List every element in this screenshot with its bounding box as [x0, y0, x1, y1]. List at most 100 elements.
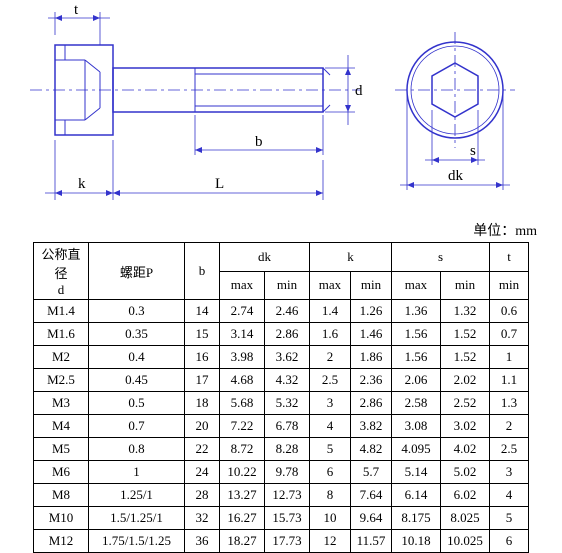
- header-s: s: [392, 243, 490, 272]
- cell-dk_min: 12.73: [265, 484, 310, 507]
- cell-s_min: 6.02: [441, 484, 490, 507]
- cell-t_min: 0.6: [490, 300, 529, 323]
- label-t: t: [74, 2, 79, 18]
- cell-s_max: 4.095: [392, 438, 441, 461]
- cell-k_max: 6: [310, 461, 351, 484]
- cell-d: M3: [34, 392, 89, 415]
- cell-s_min: 1.32: [441, 300, 490, 323]
- cell-s_min: 1.52: [441, 346, 490, 369]
- cell-s_max: 3.08: [392, 415, 441, 438]
- cell-dk_min: 9.78: [265, 461, 310, 484]
- cell-t_min: 2: [490, 415, 529, 438]
- cell-k_max: 3: [310, 392, 351, 415]
- cell-s_min: 3.02: [441, 415, 490, 438]
- table-row: M50.8228.728.2854.824.0954.022.5: [34, 438, 529, 461]
- cell-dk_min: 15.73: [265, 507, 310, 530]
- header-t-min: min: [490, 271, 529, 300]
- cell-k_max: 4: [310, 415, 351, 438]
- cell-d: M2: [34, 346, 89, 369]
- cell-t_min: 3: [490, 461, 529, 484]
- cell-b: 14: [185, 300, 220, 323]
- cell-P: 0.8: [89, 438, 185, 461]
- cell-d: M6: [34, 461, 89, 484]
- cell-dk_min: 5.32: [265, 392, 310, 415]
- cell-s_min: 1.52: [441, 323, 490, 346]
- cell-dk_max: 10.22: [220, 461, 265, 484]
- header-k-max: max: [310, 271, 351, 300]
- header-dk-max: max: [220, 271, 265, 300]
- table-row: M20.4163.983.6221.861.561.521: [34, 346, 529, 369]
- cell-k_min: 7.64: [351, 484, 392, 507]
- cell-dk_max: 3.98: [220, 346, 265, 369]
- cell-dk_max: 8.72: [220, 438, 265, 461]
- cell-s_max: 2.06: [392, 369, 441, 392]
- cell-t_min: 6: [490, 530, 529, 553]
- spec-table: 公称直径d 螺距P b dk k s t max min max min max…: [33, 242, 529, 553]
- cell-k_min: 11.57: [351, 530, 392, 553]
- cell-b: 28: [185, 484, 220, 507]
- cell-d: M5: [34, 438, 89, 461]
- table-row: M101.5/1.25/13216.2715.73109.648.1758.02…: [34, 507, 529, 530]
- cell-d: M1.4: [34, 300, 89, 323]
- header-s-min: min: [441, 271, 490, 300]
- table-row: M1.40.3142.742.461.41.261.361.320.6: [34, 300, 529, 323]
- cell-P: 0.7: [89, 415, 185, 438]
- cell-d: M4: [34, 415, 89, 438]
- cell-s_min: 8.025: [441, 507, 490, 530]
- cell-P: 1.5/1.25/1: [89, 507, 185, 530]
- cell-dk_min: 17.73: [265, 530, 310, 553]
- cell-k_min: 9.64: [351, 507, 392, 530]
- cell-dk_max: 18.27: [220, 530, 265, 553]
- cell-P: 1.75/1.5/1.25: [89, 530, 185, 553]
- cell-P: 0.35: [89, 323, 185, 346]
- cell-b: 36: [185, 530, 220, 553]
- header-s-max: max: [392, 271, 441, 300]
- cell-s_max: 8.175: [392, 507, 441, 530]
- cell-dk_min: 2.46: [265, 300, 310, 323]
- cell-k_min: 1.26: [351, 300, 392, 323]
- cell-dk_max: 2.74: [220, 300, 265, 323]
- cell-s_min: 4.02: [441, 438, 490, 461]
- table-row: M40.7207.226.7843.823.083.022: [34, 415, 529, 438]
- cell-b: 16: [185, 346, 220, 369]
- cell-s_min: 10.025: [441, 530, 490, 553]
- cell-dk_max: 3.14: [220, 323, 265, 346]
- cell-k_min: 2.36: [351, 369, 392, 392]
- cell-s_max: 1.36: [392, 300, 441, 323]
- table-row: M81.25/12813.2712.7387.646.146.024: [34, 484, 529, 507]
- label-dk: dk: [448, 168, 464, 184]
- cell-k_max: 2: [310, 346, 351, 369]
- cell-b: 15: [185, 323, 220, 346]
- technical-diagram: t d b k L: [0, 0, 562, 220]
- header-dk: dk: [220, 243, 310, 272]
- cell-t_min: 1.3: [490, 392, 529, 415]
- label-b: b: [255, 134, 263, 150]
- header-b: b: [185, 243, 220, 300]
- cell-s_min: 2.02: [441, 369, 490, 392]
- header-k: k: [310, 243, 392, 272]
- cell-k_max: 2.5: [310, 369, 351, 392]
- cell-P: 0.3: [89, 300, 185, 323]
- cell-k_min: 2.86: [351, 392, 392, 415]
- header-P: 螺距P: [89, 243, 185, 300]
- cell-k_min: 1.46: [351, 323, 392, 346]
- cell-k_min: 5.7: [351, 461, 392, 484]
- cell-dk_max: 7.22: [220, 415, 265, 438]
- table-row: M30.5185.685.3232.862.582.521.3: [34, 392, 529, 415]
- cell-t_min: 1: [490, 346, 529, 369]
- cell-dk_min: 3.62: [265, 346, 310, 369]
- label-k: k: [78, 176, 86, 192]
- cell-P: 1.25/1: [89, 484, 185, 507]
- cell-k_max: 1.4: [310, 300, 351, 323]
- cell-k_min: 3.82: [351, 415, 392, 438]
- cell-k_max: 12: [310, 530, 351, 553]
- cell-b: 18: [185, 392, 220, 415]
- cell-dk_min: 2.86: [265, 323, 310, 346]
- header-dk-min: min: [265, 271, 310, 300]
- cell-d: M10: [34, 507, 89, 530]
- cell-k_min: 1.86: [351, 346, 392, 369]
- cell-k_max: 8: [310, 484, 351, 507]
- label-d: d: [355, 83, 363, 99]
- cell-k_min: 4.82: [351, 438, 392, 461]
- table-row: M612410.229.7865.75.145.023: [34, 461, 529, 484]
